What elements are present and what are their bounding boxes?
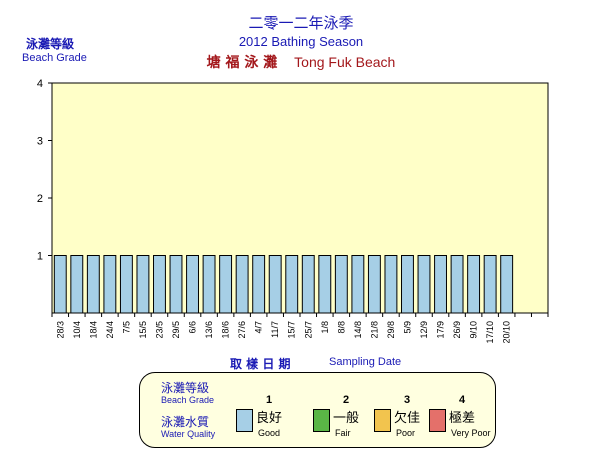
legend-label-english: Fair <box>335 428 351 438</box>
legend-swatch <box>429 409 446 432</box>
legend: 泳灘等級 Beach Grade 泳灘水質 Water Quality 1 良好 G… <box>139 372 496 448</box>
y-tick-label: 1 <box>37 251 43 263</box>
y-axis-title-chinese: 泳灘等級 <box>26 37 75 51</box>
x-tick-label: 4/7 <box>254 321 264 334</box>
x-tick-label: 27/6 <box>237 321 247 339</box>
x-tick-label: 25/7 <box>303 321 313 339</box>
bar <box>450 255 464 314</box>
legend-grade-number: 3 <box>404 394 411 406</box>
legend-swatch <box>236 409 253 432</box>
bar <box>202 255 216 314</box>
legend-grade-number: 1 <box>266 394 273 406</box>
legend-swatch <box>313 409 330 432</box>
bar <box>401 255 414 314</box>
bar <box>169 255 183 314</box>
x-tick-label: 29/8 <box>386 321 396 339</box>
bar <box>434 255 447 314</box>
bar <box>186 255 199 314</box>
x-tick-label: 14/8 <box>353 321 363 339</box>
legend-label-chinese: 良好 <box>256 411 283 426</box>
legend-label-english: Good <box>258 428 281 438</box>
bar <box>153 255 166 314</box>
beach-name-english: Tong Fuk Beach <box>294 54 396 70</box>
y-tick-label: 4 <box>37 78 43 90</box>
x-tick-label: 23/5 <box>154 321 164 339</box>
x-tick-label: 28/3 <box>55 321 65 339</box>
legend-label-chinese: 欠佳 <box>394 411 421 426</box>
x-tick-label: 13/6 <box>204 321 214 339</box>
y-axis-title-english: Beach Grade <box>22 52 87 64</box>
bar <box>70 255 84 314</box>
x-tick-label: 21/8 <box>369 321 379 339</box>
legend-grade-label-english: Beach Grade <box>161 395 215 405</box>
x-tick-label: 24/4 <box>105 321 115 339</box>
bar <box>500 255 514 314</box>
y-tick-label: 2 <box>37 193 43 205</box>
bar <box>219 255 233 314</box>
legend-grade-label-chinese: 泳灘等級 <box>161 381 210 395</box>
chart-title-english: 2012 Bathing Season <box>238 34 364 49</box>
legend-quality-label-chinese: 泳灘水質 <box>161 415 210 429</box>
x-tick-label: 17/10 <box>485 321 495 344</box>
bar <box>86 255 100 314</box>
x-tick-label: 11/7 <box>270 321 280 338</box>
legend-grade-number: 4 <box>459 394 466 406</box>
x-tick-label: 29/5 <box>171 321 181 339</box>
bar <box>235 255 249 314</box>
x-tick-label: 1/8 <box>320 321 330 334</box>
bar <box>268 255 282 314</box>
bar <box>367 255 381 314</box>
bar <box>53 255 67 314</box>
bar <box>351 255 365 314</box>
bar <box>483 255 497 314</box>
beach-name: 塘 福 泳 灘 Tong Fuk Beach <box>0 52 602 72</box>
bar <box>417 255 431 314</box>
chart-title-chinese: 二零一二年泳季 <box>248 14 354 32</box>
legend-quality-label-english: Water Quality <box>161 429 216 439</box>
bar <box>119 255 133 314</box>
legend-label-chinese: 一般 <box>333 411 360 426</box>
bar <box>252 255 266 314</box>
x-tick-label: 18/4 <box>88 321 98 339</box>
y-tick-label: 3 <box>37 136 43 148</box>
legend-swatch <box>374 409 391 432</box>
x-tick-label: 6/6 <box>188 321 198 334</box>
legend-label-chinese: 極差 <box>449 411 476 426</box>
x-tick-label: 18/6 <box>221 321 231 339</box>
legend-label-english: Very Poor <box>451 428 491 438</box>
bar <box>467 255 481 314</box>
bar <box>334 255 348 314</box>
x-tick-label: 15/7 <box>287 321 297 339</box>
legend-label-english: Poor <box>396 428 416 438</box>
x-tick-label: 12/9 <box>419 321 429 339</box>
x-tick-label: 10/4 <box>72 321 82 339</box>
plot-area <box>51 82 549 314</box>
x-tick-label: 8/8 <box>336 321 346 334</box>
bar <box>301 255 315 314</box>
x-tick-label: 26/9 <box>452 321 462 339</box>
x-axis-title-english: Sampling Date <box>329 356 402 368</box>
x-tick-label: 20/10 <box>502 321 512 344</box>
legend-grade-number: 2 <box>343 394 350 406</box>
beach-name-chinese: 塘 福 泳 灘 <box>206 55 278 71</box>
x-tick-label: 17/9 <box>436 321 446 339</box>
bar <box>103 255 117 314</box>
x-tick-label: 7/5 <box>121 321 131 334</box>
bar <box>136 255 150 314</box>
x-axis-title-chinese: 取 樣 日 期 <box>230 357 291 371</box>
x-tick-label: 9/10 <box>469 321 479 339</box>
bar <box>285 255 299 314</box>
bar <box>318 255 332 314</box>
x-tick-label: 5/9 <box>402 321 412 334</box>
x-tick-label: 15/5 <box>138 321 148 339</box>
bar <box>384 255 398 314</box>
